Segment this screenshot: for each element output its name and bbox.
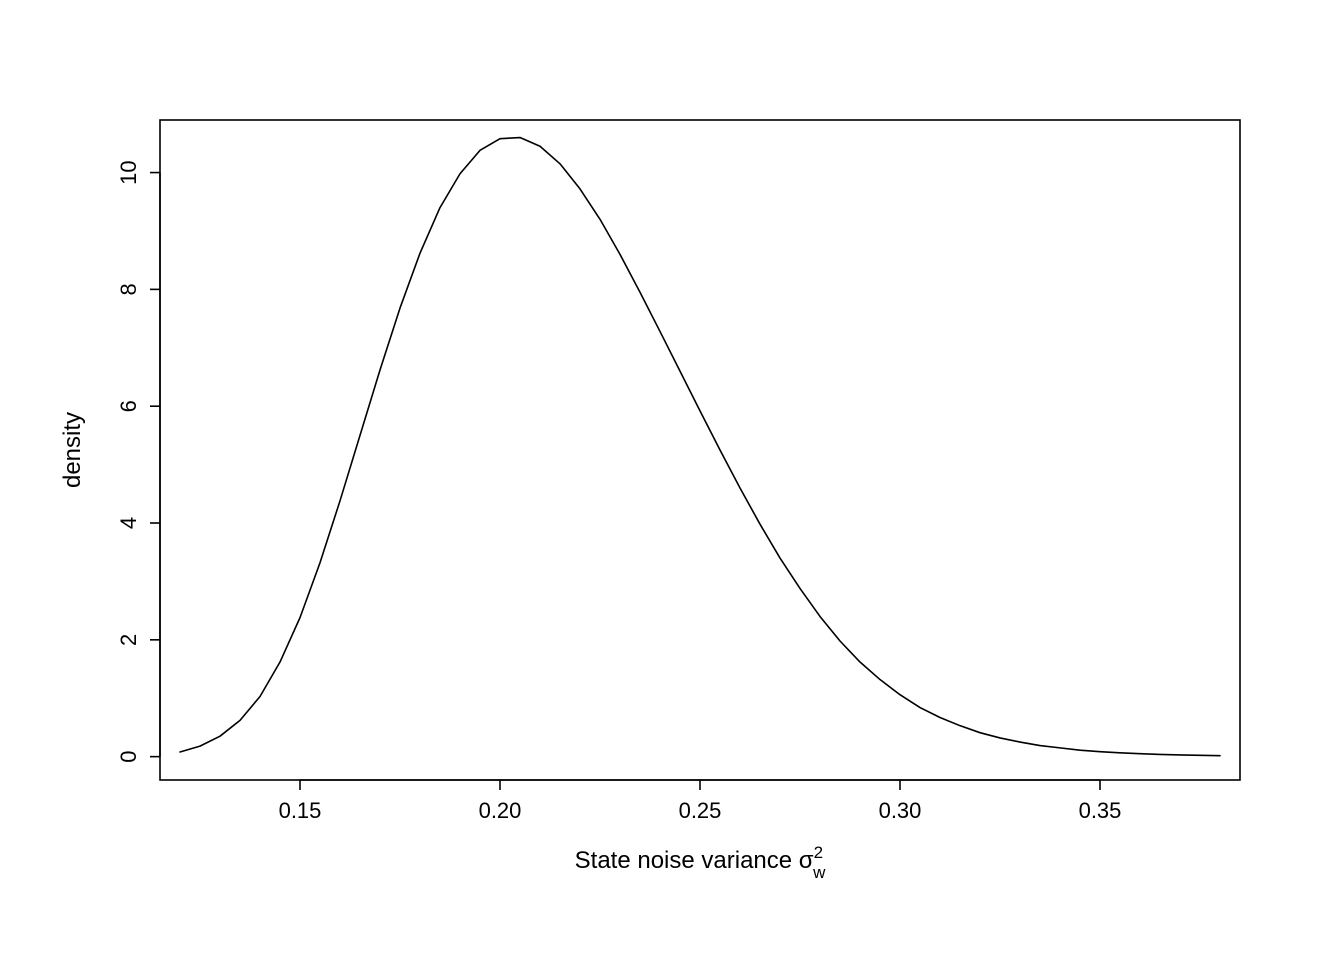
y-tick-label: 6 xyxy=(116,400,141,412)
y-tick-label: 10 xyxy=(116,160,141,184)
x-tick-label: 0.20 xyxy=(479,798,522,823)
plot-background xyxy=(0,0,1344,960)
y-tick-label: 2 xyxy=(116,634,141,646)
x-tick-label: 0.15 xyxy=(279,798,322,823)
y-tick-label: 8 xyxy=(116,283,141,295)
y-tick-label: 0 xyxy=(116,751,141,763)
y-axis-label: density xyxy=(59,412,86,488)
y-tick-label: 4 xyxy=(116,517,141,529)
x-tick-label: 0.35 xyxy=(1079,798,1122,823)
density-plot: 0.150.200.250.300.350246810densityState … xyxy=(0,0,1344,960)
x-tick-label: 0.25 xyxy=(679,798,722,823)
x-tick-label: 0.30 xyxy=(879,798,922,823)
